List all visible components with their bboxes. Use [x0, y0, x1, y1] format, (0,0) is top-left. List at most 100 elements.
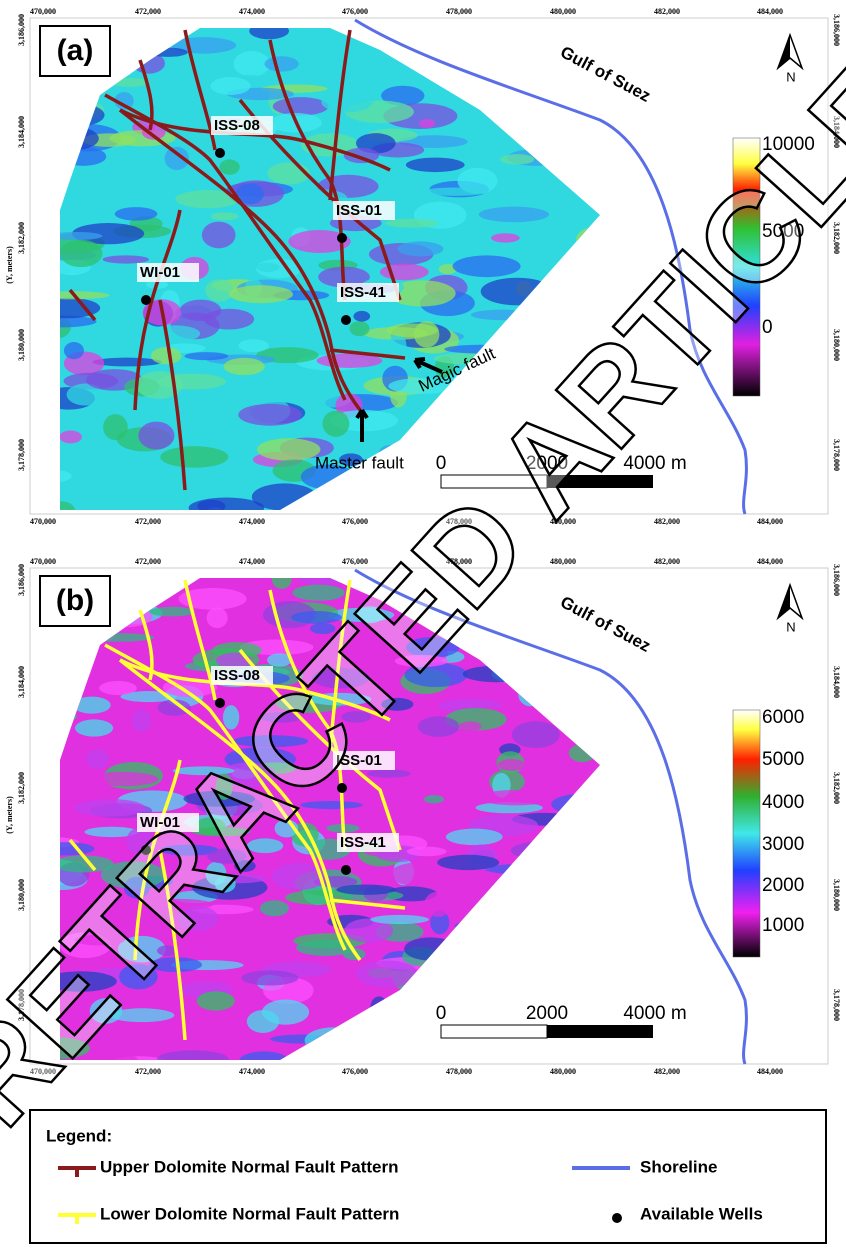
map-blob: [479, 207, 549, 222]
map-blob: [132, 710, 151, 732]
x-tick-label: 482,000: [654, 1067, 680, 1076]
y-tick-label: 3,182,000: [832, 772, 841, 804]
map-blob: [115, 207, 158, 221]
y-tick-label: 3,184,000: [17, 666, 26, 698]
legend-label: Available Wells: [640, 1204, 763, 1223]
map-blob: [336, 885, 395, 895]
x-tick-label: 484,000: [757, 7, 783, 16]
y-tick-label: 3,182,000: [17, 772, 26, 804]
y-tick-label: 3,180,000: [832, 329, 841, 361]
y-tick-label: 3,186,000: [17, 14, 26, 46]
map-blob: [83, 772, 158, 786]
map-blob: [75, 719, 113, 736]
y-tick-label: 3,186,000: [17, 564, 26, 596]
map-blob: [321, 92, 373, 113]
map-blob: [421, 188, 488, 196]
x-tick-label: 476,000: [342, 517, 368, 526]
x-tick-label: 476,000: [342, 7, 368, 16]
map-blob: [151, 347, 182, 364]
north-label: N: [786, 69, 795, 84]
map-blob: [446, 829, 503, 846]
colorbar-label: 6000: [762, 707, 804, 728]
legend-title: Legend:: [46, 1126, 112, 1145]
x-tick-label: 470,000: [30, 557, 56, 566]
map-blob: [241, 970, 298, 985]
y-tick-label: 3,180,000: [17, 879, 26, 911]
x-tick-label: 482,000: [654, 7, 680, 16]
x-tick-label: 472,000: [135, 557, 161, 566]
map-blob: [350, 321, 370, 336]
legend-label: Shoreline: [640, 1157, 717, 1176]
colorbar: [733, 710, 760, 957]
well-marker: [337, 233, 347, 243]
y-tick-label: 3,180,000: [832, 879, 841, 911]
x-tick-label: 478,000: [446, 1067, 472, 1076]
map-blob: [224, 358, 265, 375]
map-blob: [184, 352, 228, 360]
map-blob: [180, 300, 221, 322]
y-tick-label: 3,178,000: [17, 439, 26, 471]
map-blob: [397, 241, 443, 256]
map-blob: [424, 892, 451, 917]
map-blob: [257, 438, 320, 461]
x-tick-label: 482,000: [654, 557, 680, 566]
map-blob: [370, 915, 429, 924]
well-label: ISS-01: [336, 202, 382, 219]
x-tick-label: 472,000: [135, 1067, 161, 1076]
map-blob: [86, 749, 109, 769]
map-blob: [229, 285, 293, 303]
x-tick-label: 480,000: [550, 1067, 576, 1076]
legend: Legend: Upper Dolomite Normal Fault Patt…: [30, 1110, 826, 1243]
x-tick-label: 476,000: [342, 1067, 368, 1076]
map-blob: [138, 422, 174, 450]
colorbar-label: 4000: [762, 792, 804, 813]
map-blob: [459, 722, 482, 732]
x-tick-label: 474,000: [239, 517, 265, 526]
map-blob: [211, 212, 239, 220]
map-blob: [465, 153, 482, 166]
x-tick-label: 474,000: [239, 7, 265, 16]
map-blob: [437, 855, 499, 870]
map-blob: [322, 411, 349, 437]
map-blob: [385, 219, 439, 228]
map-blob: [367, 770, 411, 778]
map-blob: [238, 339, 269, 352]
x-tick-label: 484,000: [757, 557, 783, 566]
well-marker: [141, 295, 151, 305]
y-axis-label: (Y, meters): [5, 796, 14, 834]
map-blob: [419, 119, 435, 128]
map-blob: [418, 716, 459, 737]
map-blob: [59, 431, 82, 444]
figure: 470,000 470,000 472,000 472,000 474,000 474,0…: [0, 0, 846, 1245]
well-marker: [215, 148, 225, 158]
colorbar-label: 3000: [762, 834, 804, 855]
well-label: ISS-41: [340, 834, 386, 851]
legend-label: Upper Dolomite Normal Fault Pattern: [100, 1157, 398, 1176]
map-blob: [260, 900, 289, 916]
map-blob: [157, 1050, 228, 1068]
legend-symbol: [612, 1213, 622, 1223]
x-tick-label: 484,000: [757, 517, 783, 526]
map-blob: [407, 847, 447, 857]
panel-label: (a): [57, 34, 94, 67]
legend-label: Lower Dolomite Normal Fault Pattern: [100, 1204, 399, 1223]
map-blob: [273, 97, 329, 115]
y-tick-label: 3,186,000: [832, 564, 841, 596]
scale-label: 4000 m: [623, 1003, 686, 1024]
map-blob: [205, 279, 233, 301]
map-blob: [60, 240, 103, 267]
x-tick-label: 470,000: [30, 517, 56, 526]
well-label: ISS-08: [214, 667, 260, 684]
x-tick-label: 472,000: [135, 7, 161, 16]
well-label: ISS-08: [214, 117, 260, 134]
map-blob: [64, 342, 84, 359]
map-blob: [202, 222, 236, 249]
map-blob: [479, 790, 553, 805]
panel-label: (b): [56, 584, 94, 617]
scale-label: 0: [436, 453, 447, 474]
map-blob: [498, 759, 526, 771]
map-blob: [103, 255, 149, 263]
x-tick-label: 474,000: [239, 557, 265, 566]
map-blob: [238, 404, 302, 426]
scale-label: 0: [436, 1003, 447, 1024]
